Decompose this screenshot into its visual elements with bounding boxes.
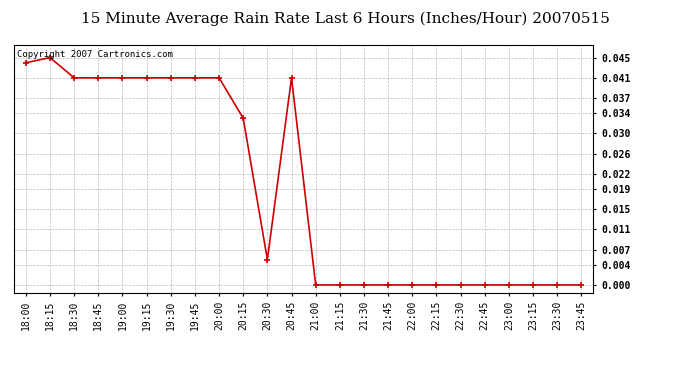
Text: 15 Minute Average Rain Rate Last 6 Hours (Inches/Hour) 20070515: 15 Minute Average Rain Rate Last 6 Hours… [81,11,609,26]
Text: Copyright 2007 Cartronics.com: Copyright 2007 Cartronics.com [17,50,172,59]
